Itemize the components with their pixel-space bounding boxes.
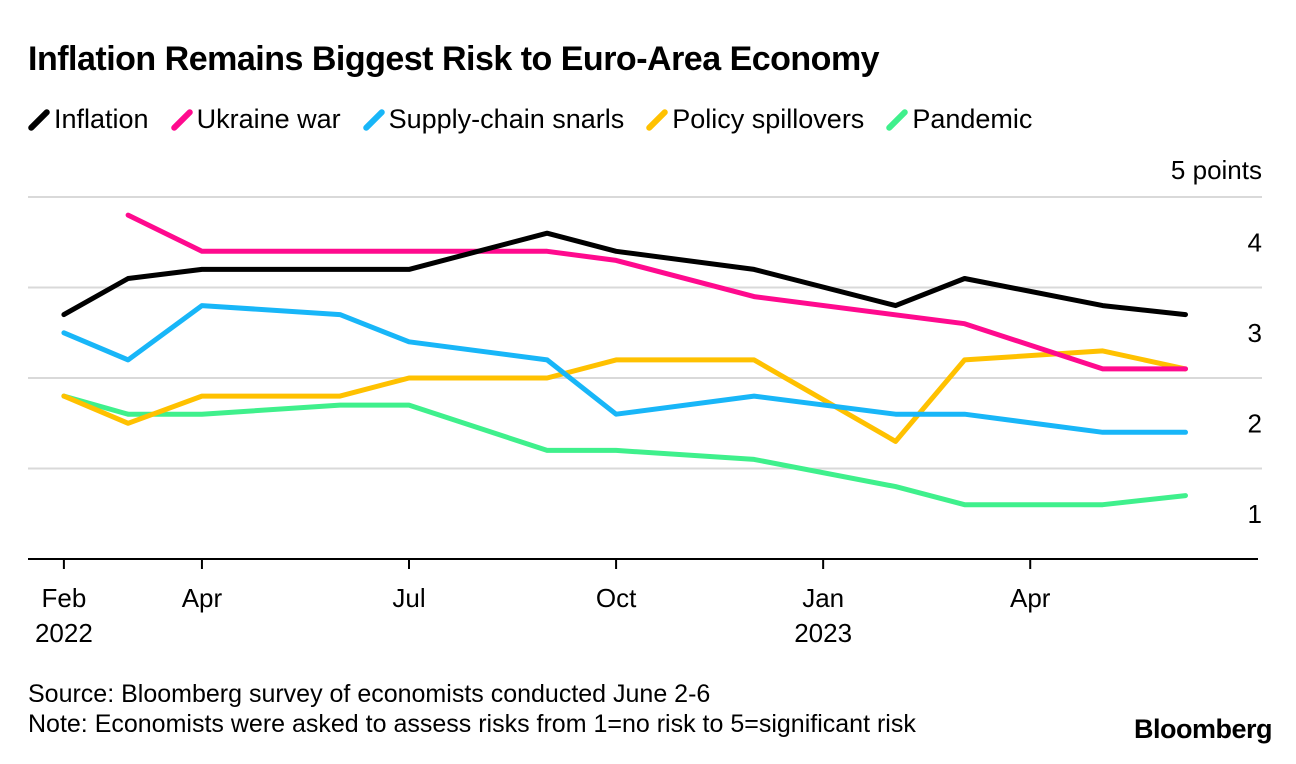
legend-label-policy-spillovers: Policy spillovers bbox=[672, 104, 865, 134]
legend-label-inflation: Inflation bbox=[54, 104, 149, 134]
x-tick-label-feb-0: Feb bbox=[41, 583, 86, 613]
y-tick-label-4: 4 bbox=[1248, 227, 1262, 257]
y-axis-unit-label: 5 points bbox=[1171, 155, 1262, 185]
legend-item-inflation: Inflation bbox=[26, 104, 149, 135]
series-line-ukraine-war bbox=[125, 212, 1188, 372]
legend-label-ukraine-war: Ukraine war bbox=[196, 104, 341, 134]
legend: Inflation Ukraine war Supply-chain snarl… bbox=[26, 104, 1054, 135]
series-line-pandemic bbox=[61, 393, 1188, 508]
chart-title: Inflation Remains Biggest Risk to Euro-A… bbox=[28, 40, 880, 78]
y-tick-label-1: 1 bbox=[1248, 499, 1262, 529]
legend-item-supply-chain: Supply-chain snarls bbox=[361, 104, 625, 135]
x-tick-label-apr-2: Apr bbox=[182, 583, 223, 613]
legend-item-policy-spillovers: Policy spillovers bbox=[645, 104, 865, 135]
x-tick-label-jul-5: Jul bbox=[392, 583, 425, 613]
y-tick-label-2: 2 bbox=[1248, 408, 1262, 438]
legend-item-ukraine-war: Ukraine war bbox=[169, 104, 341, 135]
legend-label-pandemic: Pandemic bbox=[912, 104, 1033, 134]
legend-item-pandemic: Pandemic bbox=[885, 104, 1033, 135]
x-tick-year-2022: 2022 bbox=[35, 618, 93, 648]
source-note: Source: Bloomberg survey of economists c… bbox=[28, 680, 711, 708]
bloomberg-logo: Bloomberg bbox=[1133, 714, 1273, 744]
methodology-note: Note: Economists were asked to assess ri… bbox=[28, 710, 916, 738]
y-tick-label-3: 3 bbox=[1248, 318, 1262, 348]
x-tick-year-2023: 2023 bbox=[794, 618, 852, 648]
x-tick-label-apr-14: Apr bbox=[1010, 583, 1051, 613]
series-line-supply-chain-snarls bbox=[61, 303, 1188, 435]
series-line-inflation bbox=[61, 230, 1188, 318]
x-tick-label-jan-11: Jan bbox=[802, 583, 844, 613]
series-line-policy-spillovers bbox=[61, 348, 1188, 444]
x-tick-label-oct-8: Oct bbox=[596, 583, 637, 613]
legend-label-supply-chain: Supply-chain snarls bbox=[388, 104, 625, 134]
